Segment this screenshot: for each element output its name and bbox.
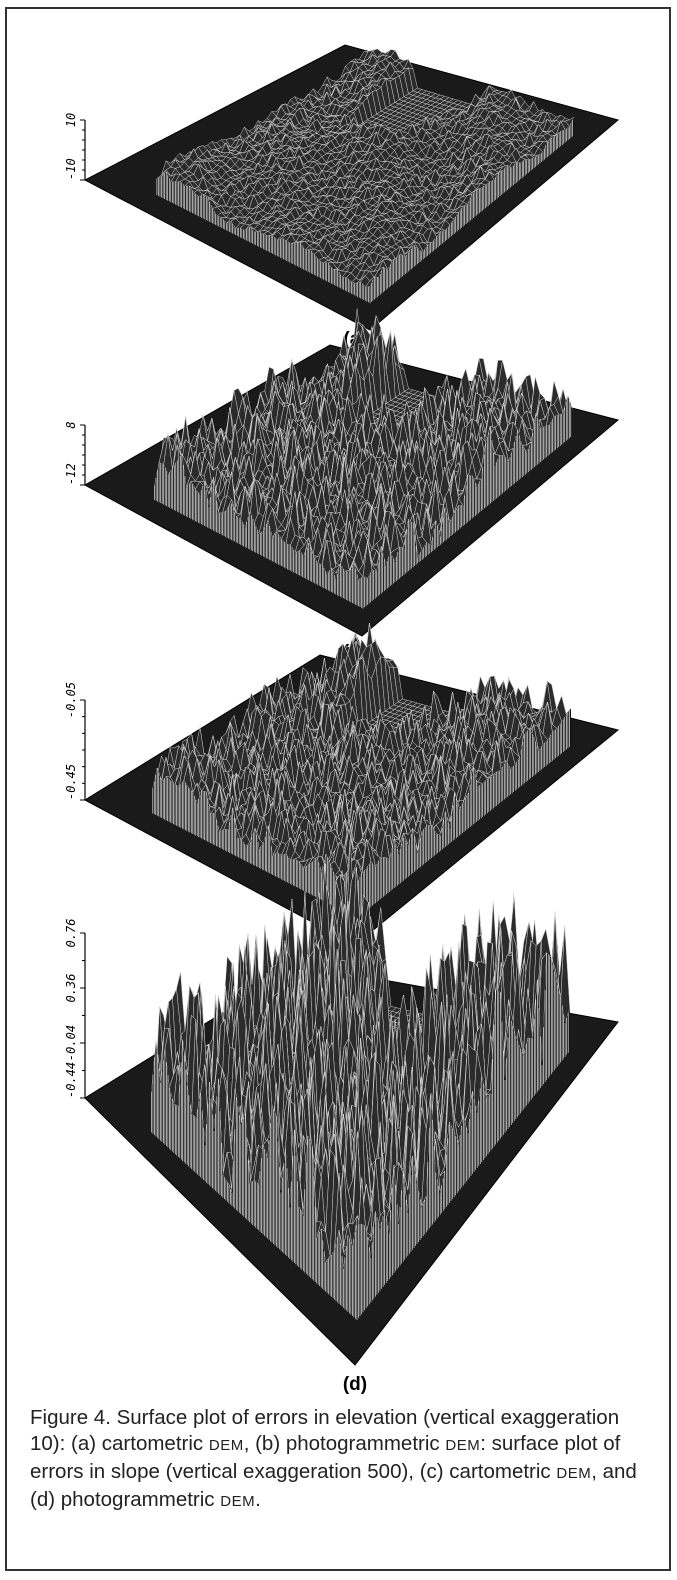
side-face: [365, 286, 370, 303]
side-face: [282, 238, 287, 261]
side-face: [554, 415, 559, 451]
side-face: [263, 234, 268, 251]
side-face: [472, 190, 476, 219]
side-face: [199, 195, 204, 219]
z-tick-label: -12: [64, 463, 78, 485]
side-face: [559, 414, 564, 448]
side-face: [476, 188, 481, 215]
side-face: [203, 195, 208, 221]
figure-page: -1010(a)-128(b)-0.45-0.05(c)-0.44-0.040.…: [0, 0, 677, 1580]
side-face: [459, 505, 464, 529]
side-face: [195, 489, 200, 523]
side-face: [185, 186, 190, 212]
side-face: [481, 185, 485, 212]
side-face: [282, 539, 287, 569]
side-face: [399, 547, 404, 579]
side-face: [254, 232, 259, 247]
side-face: [171, 182, 176, 205]
side-face: [359, 576, 364, 608]
side-face: [468, 475, 473, 522]
side-face: [374, 277, 378, 300]
side-face: [173, 461, 178, 512]
side-face: [356, 282, 361, 299]
side-face: [157, 176, 162, 197]
side-face: [401, 254, 405, 278]
side-face: [372, 570, 377, 601]
side-face: [162, 172, 167, 200]
side-face: [176, 181, 181, 207]
figure: -1010(a)-128(b)-0.45-0.05(c)-0.44-0.040.…: [0, 0, 677, 1580]
surface-plot: -128(b): [64, 309, 618, 664]
side-face: [305, 249, 310, 273]
side-face: [383, 267, 387, 292]
side-face: [236, 517, 241, 545]
side-face: [409, 519, 414, 571]
side-face: [177, 454, 182, 514]
side-face: [499, 170, 503, 197]
side-face: [268, 236, 273, 254]
side-face: [291, 243, 296, 266]
side-face: [351, 282, 356, 296]
side-face: [259, 232, 264, 250]
side-face: [463, 204, 467, 226]
side-face: [277, 238, 282, 258]
side-face: [227, 504, 232, 541]
side-face: [503, 165, 508, 193]
side-face: [342, 277, 347, 291]
side-face: [194, 193, 199, 217]
side-face: [318, 563, 323, 587]
side-face: [218, 513, 223, 536]
side-face: [545, 425, 550, 459]
side-face: [286, 544, 291, 571]
side-face: [485, 182, 489, 208]
side-face: [223, 510, 228, 538]
z-tick-label: 10: [64, 113, 78, 127]
side-face: [345, 571, 350, 601]
side-face: [319, 260, 324, 279]
side-face: [168, 468, 173, 509]
side-face: [333, 269, 338, 286]
side-face: [159, 463, 164, 505]
surface-plot: -1010(a): [64, 45, 618, 350]
side-face: [259, 531, 264, 557]
side-face: [541, 427, 546, 462]
z-tick-label: 8: [64, 421, 78, 428]
side-face: [186, 481, 191, 518]
side-face: [287, 241, 292, 263]
side-face: [180, 181, 185, 209]
side-face: [324, 263, 329, 282]
side-face: [392, 258, 397, 285]
side-face: [397, 254, 401, 282]
side-face: [490, 180, 495, 205]
side-face: [295, 550, 300, 575]
side-face: [500, 455, 505, 496]
z-tick-label: -10: [64, 158, 78, 180]
side-face: [363, 576, 368, 608]
side-face: [508, 165, 512, 190]
side-face: [296, 242, 301, 268]
side-face: [272, 532, 277, 564]
